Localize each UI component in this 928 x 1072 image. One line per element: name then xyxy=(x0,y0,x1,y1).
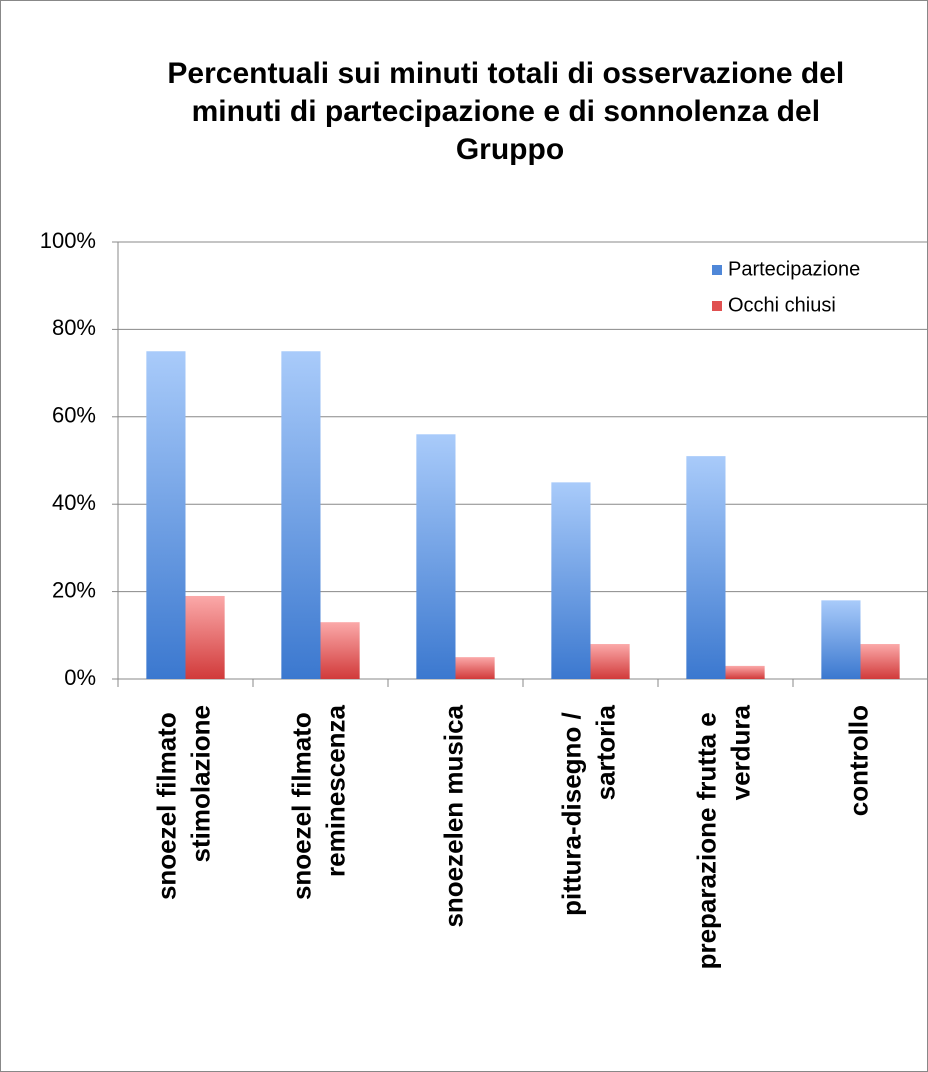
y-tick-label: 0% xyxy=(64,665,96,690)
bar xyxy=(725,665,765,679)
y-tick-label: 80% xyxy=(52,315,96,340)
legend-swatch xyxy=(712,265,722,275)
bar xyxy=(821,600,861,679)
y-tick-label: 100% xyxy=(40,228,96,253)
x-tick-label: snoezel filmato stimolazione xyxy=(151,705,215,900)
bar xyxy=(185,595,225,679)
legend-swatch xyxy=(712,301,722,311)
bar xyxy=(146,351,186,679)
bar xyxy=(281,351,321,679)
y-tick-label: 20% xyxy=(52,577,96,602)
y-tick-label: 40% xyxy=(52,490,96,515)
bar xyxy=(551,482,591,679)
y-tick-label: 60% xyxy=(52,403,96,428)
legend-label: Partecipazione xyxy=(728,258,860,280)
chart-title: Percentuali sui minuti totali di osserva… xyxy=(167,57,852,166)
bar xyxy=(860,644,900,679)
x-tick-label: snoezel filmato reminescenza xyxy=(286,704,350,900)
legend-label: Occhi chiusi xyxy=(728,294,836,316)
bar xyxy=(416,434,456,679)
x-tick-label: pittura-disegno / sartoria xyxy=(556,704,620,915)
bar xyxy=(455,657,495,679)
x-tick-label: preparazione frutta e verdura xyxy=(691,704,755,969)
x-tick-label: controllo xyxy=(843,705,873,816)
bar xyxy=(320,622,360,679)
bar xyxy=(590,644,630,679)
bar xyxy=(686,456,726,679)
x-tick-label: snoezelen musica xyxy=(438,704,468,927)
